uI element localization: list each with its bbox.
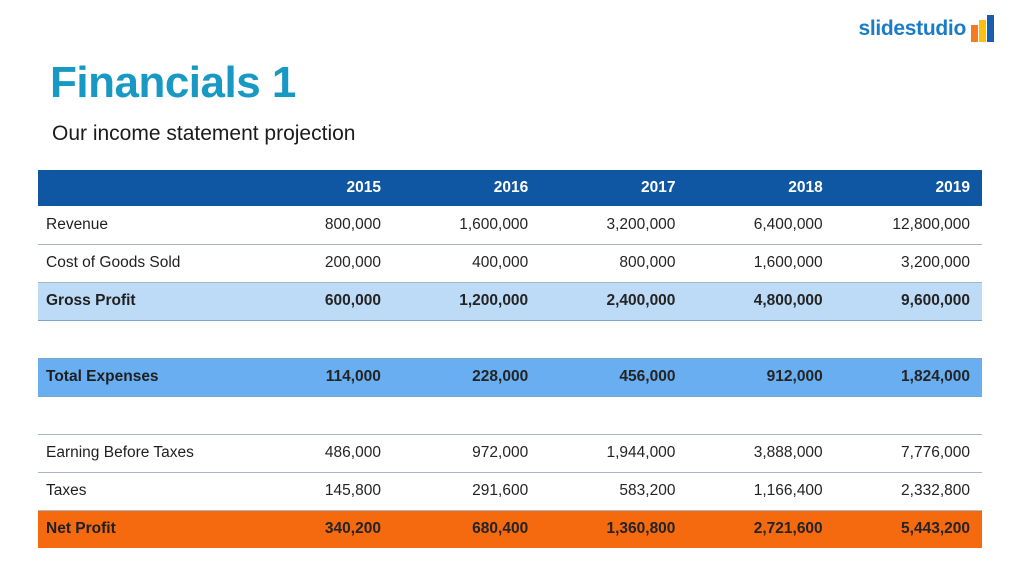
- brand-logo-text: slidestudio: [858, 16, 966, 40]
- navy-bar-icon: [987, 15, 994, 42]
- table-row: Taxes 145,800 291,600 583,200 1,166,400 2,332…: [38, 472, 982, 510]
- table-body: Revenue 800,000 1,600,000 3,200,000 6,400,00…: [38, 206, 982, 548]
- cell-value: 1,200,000: [459, 292, 529, 309]
- row-label: Cost of Goods Sold: [46, 254, 181, 271]
- table-row: Gross Profit 600,000 1,200,000 2,400,000 4,8…: [38, 282, 982, 320]
- cell-value: 3,200,000: [901, 254, 970, 271]
- row-label: Gross Profit: [46, 292, 136, 309]
- cell-value: 200,000: [324, 254, 381, 271]
- year-header-cell: 2015: [346, 179, 381, 196]
- cell-value: 456,000: [619, 368, 676, 385]
- table-row: Earning Before Taxes 486,000 972,000 1,944,…: [38, 434, 982, 472]
- page-subtitle: Our income statement projection: [52, 122, 356, 145]
- cell-value: 6,400,000: [753, 215, 823, 233]
- cell-value: 486,000: [324, 444, 381, 461]
- cell-value: 228,000: [472, 368, 529, 385]
- cell-value: 145,800: [324, 482, 381, 499]
- spacer-row: [38, 396, 982, 434]
- cell-value: 2,332,800: [901, 482, 970, 499]
- cell-value: 583,200: [619, 482, 676, 499]
- spacer-row: [38, 320, 982, 358]
- table-row: Revenue 800,000 1,600,000 3,200,000 6,400,00…: [38, 206, 982, 244]
- cell-value: 12,800,000: [892, 215, 970, 233]
- cell-value: 1,600,000: [459, 215, 529, 233]
- brand-logo-bars-icon: [971, 15, 994, 42]
- page-title: Financials 1: [50, 58, 296, 107]
- cell-value: 680,400: [472, 520, 529, 538]
- year-header-cell: 2017: [640, 179, 676, 196]
- cell-value: 912,000: [766, 368, 823, 385]
- year-header-cell: 2019: [935, 179, 970, 196]
- cell-value: 800,000: [619, 254, 676, 271]
- cell-value: 3,200,000: [606, 215, 676, 233]
- cell-value: 9,600,000: [901, 292, 970, 309]
- brand-logo: slidestudio: [858, 15, 994, 42]
- income-statement-table: 2015 2016 2017 2018 2019 Revenue 800,000 1,600…: [38, 170, 982, 548]
- spacer-cell: [38, 320, 982, 358]
- cell-value: 800,000: [324, 215, 381, 233]
- cell-value: 1,600,000: [753, 254, 823, 271]
- orange-bar-icon: [971, 25, 978, 42]
- row-label: Earning Before Taxes: [46, 444, 194, 461]
- table-header: 2015 2016 2017 2018 2019: [38, 170, 982, 206]
- cell-value: 2,400,000: [606, 292, 676, 309]
- table-row: Cost of Goods Sold 200,000 400,000 800,000 1…: [38, 244, 982, 282]
- row-label: Net Profit: [46, 520, 116, 538]
- cell-value: 400,000: [472, 254, 529, 271]
- income-statement-table-wrap: 2015 2016 2017 2018 2019 Revenue 800,000 1,600…: [38, 170, 982, 548]
- table-header-row: 2015 2016 2017 2018 2019: [38, 170, 982, 206]
- cell-value: 4,800,000: [753, 292, 823, 309]
- cell-value: 600,000: [324, 292, 381, 309]
- spacer-cell: [38, 396, 982, 434]
- cell-value: 7,776,000: [901, 444, 970, 461]
- cell-value: 5,443,200: [901, 520, 970, 538]
- cell-value: 3,888,000: [753, 444, 823, 461]
- cell-value: 2,721,600: [753, 520, 823, 538]
- cell-value: 114,000: [325, 368, 381, 385]
- corner-cell: [38, 170, 246, 206]
- table-row: Net Profit 340,200 680,400 1,360,800 2,721,6…: [38, 510, 982, 548]
- cell-value: 1,824,000: [901, 368, 970, 385]
- row-label: Total Expenses: [46, 368, 159, 385]
- cell-value: 340,200: [324, 520, 381, 538]
- row-label: Taxes: [46, 482, 87, 499]
- cell-value: 291,600: [472, 482, 529, 499]
- year-header-cell: 2016: [493, 179, 529, 196]
- table-row: Total Expenses 114,000 228,000 456,000 912,0…: [38, 358, 982, 396]
- cell-value: 1,360,800: [606, 520, 676, 538]
- year-header-cell: 2018: [788, 179, 823, 196]
- row-label: Revenue: [46, 215, 109, 233]
- cell-value: 1,944,000: [606, 444, 676, 461]
- cell-value: 1,166,400: [753, 482, 823, 499]
- yellow-bar-icon: [979, 20, 986, 42]
- cell-value: 972,000: [472, 444, 529, 461]
